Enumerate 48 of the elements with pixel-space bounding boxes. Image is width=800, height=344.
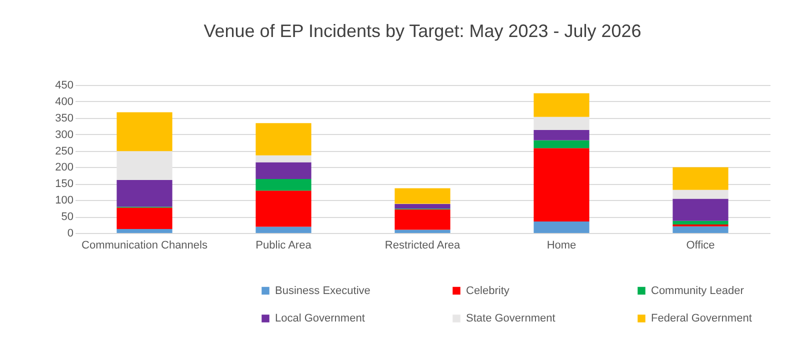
y-tick-label: 50 [61,211,74,224]
bar [534,130,590,140]
legend-label: Local Government [275,312,365,324]
x-tick-label: Home [546,240,576,252]
bar [256,179,312,191]
legend-label: Federal Government [651,312,752,324]
bar [672,226,728,233]
bar [256,162,312,180]
bar [394,188,450,204]
legend-label: Celebrity [466,284,510,297]
bar [256,226,312,233]
bar [534,116,590,130]
bar [534,148,590,222]
chart-title: Venue of EP Incidents by Target: May 2023 - July 2026 [204,21,642,41]
legend-label: Community Leader [651,284,744,297]
legend-label: State Government [466,312,556,324]
bar [116,112,172,152]
y-tick-label: 300 [55,128,74,141]
bar [672,198,728,221]
bar [672,190,728,199]
x-tick-label: Communication Channels [82,240,208,252]
bar [256,155,312,162]
x-tick-label: Public Area [256,240,312,252]
y-tick-label: 450 [55,80,74,92]
x-tick-label: Restricted Area [384,240,461,252]
bar [116,151,172,180]
bar [394,204,450,209]
y-tick-label: 0 [67,228,74,240]
bar [534,140,590,148]
bar [534,221,590,233]
y-tick-label: 350 [55,112,74,124]
bar [116,208,172,230]
x-tick-label: Office [686,240,715,252]
bar [116,229,172,233]
bar [672,167,728,190]
bar [256,123,312,156]
bar [256,190,312,227]
y-tick-label: 400 [55,96,74,108]
y-tick-label: 250 [55,145,74,158]
bar [534,93,590,117]
bar [394,209,450,230]
y-tick-label: 100 [55,194,74,207]
bar [116,180,172,207]
y-tick-label: 200 [55,162,74,174]
bar [672,220,728,224]
y-tick-label: 150 [55,178,74,190]
legend-label: Business Executive [275,284,370,297]
bar [394,230,450,233]
